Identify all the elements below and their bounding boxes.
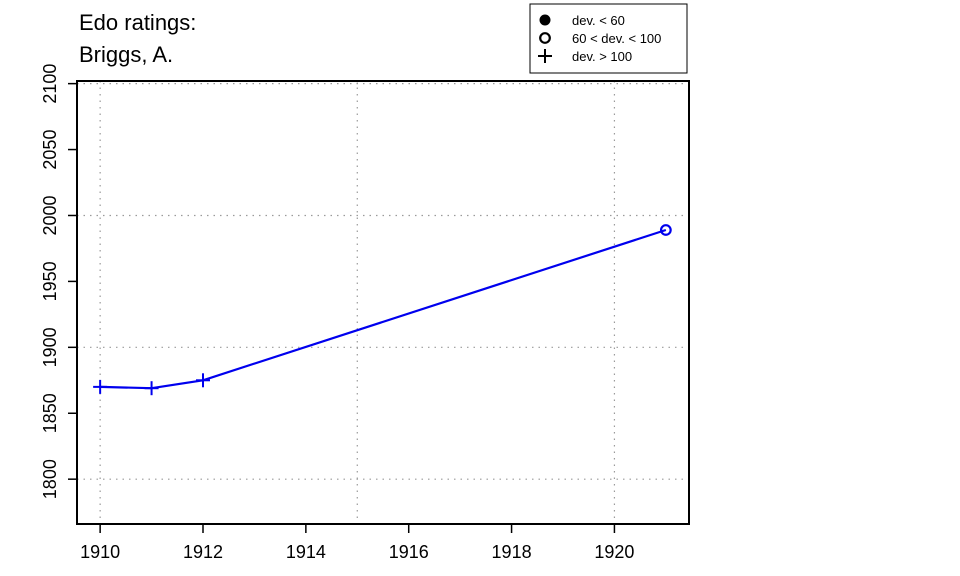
y-tick-label-1: 1850 — [40, 393, 60, 433]
data-point-1 — [144, 381, 159, 396]
y-tick-label-4: 2000 — [40, 195, 60, 235]
data-point-0 — [93, 379, 108, 394]
legend-marker-2 — [538, 49, 552, 63]
legend-label-2: dev. > 100 — [572, 49, 632, 64]
x-tick-label-3: 1916 — [389, 542, 429, 562]
legend-marker-0 — [539, 14, 551, 26]
chart-title-line-1: Edo ratings: — [79, 10, 196, 35]
data-point-3 — [659, 224, 672, 236]
y-tick-label-0: 1800 — [40, 459, 60, 499]
chart-title-line-2: Briggs, A. — [79, 42, 173, 67]
grid-lines — [77, 81, 689, 524]
x-tick-label-4: 1918 — [492, 542, 532, 562]
x-tick-label-2: 1914 — [286, 542, 326, 562]
series-line — [100, 228, 667, 390]
series-markers — [93, 224, 672, 396]
x-tick-label-1: 1912 — [183, 542, 223, 562]
data-point-2 — [196, 373, 210, 388]
chart-title: Edo ratings: Briggs, A. — [79, 10, 196, 67]
y-axis: 1800 1850 1900 1950 2000 2050 2100 — [40, 64, 77, 499]
x-tick-label-5: 1920 — [594, 542, 634, 562]
y-tick-label-2: 1900 — [40, 327, 60, 367]
legend-marker-1 — [539, 32, 551, 44]
legend: dev. < 60 60 < dev. < 100 dev. > 100 — [529, 3, 688, 74]
series-0-line — [100, 228, 667, 390]
x-axis: 1910 1912 1914 1916 1918 1920 — [80, 524, 634, 562]
y-tick-label-6: 2100 — [40, 64, 60, 104]
y-tick-label-3: 1950 — [40, 261, 60, 301]
legend-label-1: 60 < dev. < 100 — [572, 31, 661, 46]
x-tick-label-0: 1910 — [80, 542, 120, 562]
legend-box — [529, 3, 688, 74]
y-tick-label-5: 2050 — [40, 130, 60, 170]
plot-frame — [76, 80, 690, 525]
legend-label-0: dev. < 60 — [572, 13, 625, 28]
